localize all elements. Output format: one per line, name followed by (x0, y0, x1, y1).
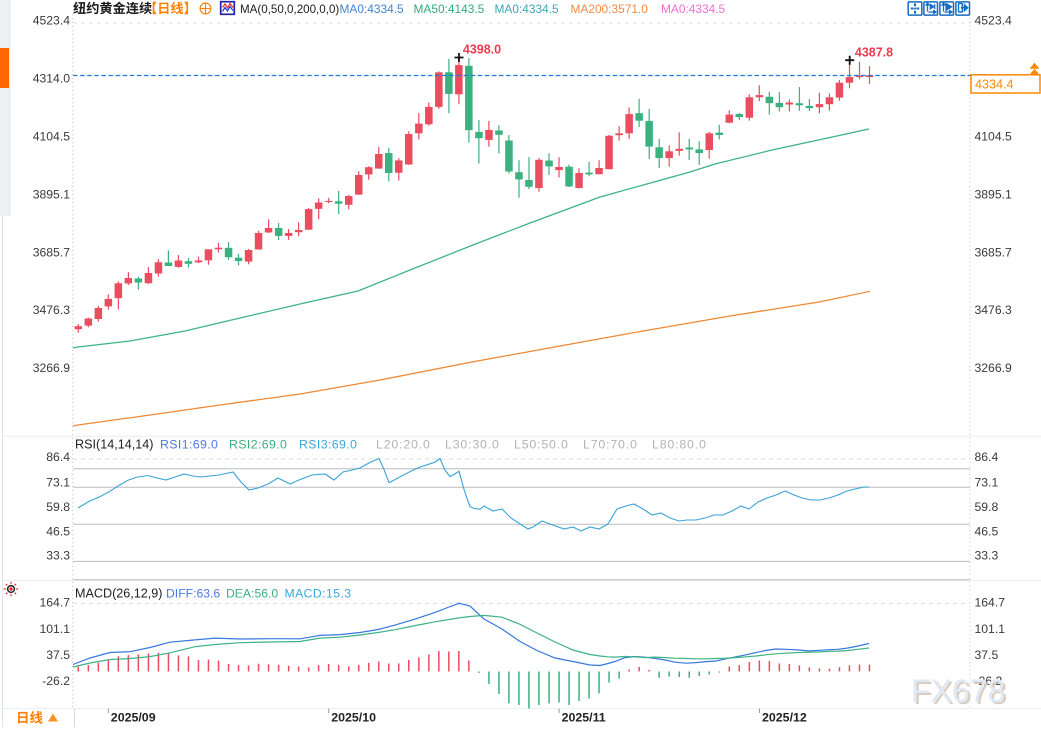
svg-text:37.5: 37.5 (975, 648, 999, 662)
svg-text:4334.4: 4334.4 (975, 77, 1014, 91)
svg-text:RSI(14,14,14): RSI(14,14,14) (75, 438, 153, 452)
svg-text:2025/12: 2025/12 (762, 711, 807, 725)
svg-text:2025/10: 2025/10 (331, 711, 376, 725)
svg-text:MA200:3571.0: MA200:3571.0 (571, 2, 649, 16)
svg-text:L20:20.0: L20:20.0 (376, 438, 431, 452)
svg-text:L70:70.0: L70:70.0 (583, 438, 638, 452)
svg-text:3266.9: 3266.9 (33, 361, 70, 375)
svg-text:RSI1:69.0: RSI1:69.0 (160, 438, 218, 452)
svg-text:101.1: 101.1 (975, 622, 1006, 636)
svg-text:DIFF:63.6: DIFF:63.6 (166, 587, 220, 601)
svg-text:RSI3:69.0: RSI3:69.0 (299, 438, 357, 452)
svg-text:L80:80.0: L80:80.0 (652, 438, 707, 452)
svg-text:3685.7: 3685.7 (33, 245, 70, 259)
svg-text:33.3: 33.3 (975, 549, 999, 563)
svg-text:MACD(26,12,9): MACD(26,12,9) (75, 587, 163, 601)
svg-text:MA50:4143.5: MA50:4143.5 (414, 2, 485, 16)
svg-text:59.8: 59.8 (46, 500, 70, 514)
svg-text:DEA:56.0: DEA:56.0 (226, 587, 278, 601)
svg-text:46.5: 46.5 (46, 524, 70, 538)
svg-text:L30:30.0: L30:30.0 (445, 438, 500, 452)
svg-text:59.8: 59.8 (975, 500, 999, 514)
svg-text:RSI2:69.0: RSI2:69.0 (229, 438, 287, 452)
svg-text:FX678: FX678 (913, 675, 1007, 711)
svg-text:2025/09: 2025/09 (111, 711, 156, 725)
svg-text:164.7: 164.7 (975, 595, 1006, 609)
svg-text:4398.0: 4398.0 (463, 43, 501, 57)
svg-text:MA0:4334.5: MA0:4334.5 (340, 2, 405, 16)
svg-text:33.3: 33.3 (46, 549, 70, 563)
svg-text:4104.5: 4104.5 (33, 130, 70, 144)
svg-text:MA0:4334.5: MA0:4334.5 (495, 2, 560, 16)
svg-text:3266.9: 3266.9 (975, 361, 1012, 375)
svg-text:37.5: 37.5 (46, 648, 70, 662)
svg-text:4523.4: 4523.4 (975, 14, 1012, 28)
svg-text:3476.3: 3476.3 (33, 303, 70, 317)
svg-text:3895.1: 3895.1 (975, 187, 1012, 201)
svg-text:3476.3: 3476.3 (975, 303, 1012, 317)
svg-text:4387.8: 4387.8 (855, 46, 893, 60)
svg-text:73.1: 73.1 (46, 475, 70, 489)
svg-text:MACD:15.3: MACD:15.3 (285, 587, 352, 601)
svg-text:86.4: 86.4 (975, 450, 999, 464)
svg-text:MA(0,50,0,200,0,0): MA(0,50,0,200,0,0) (240, 3, 339, 16)
svg-text:46.5: 46.5 (975, 524, 999, 538)
svg-text:2025/11: 2025/11 (562, 711, 606, 725)
svg-text:164.7: 164.7 (40, 595, 71, 609)
svg-text:101.1: 101.1 (40, 622, 71, 636)
svg-text:-26.2: -26.2 (975, 674, 1003, 688)
svg-text:L50:50.0: L50:50.0 (514, 438, 569, 452)
svg-text:FX678: FX678 (911, 673, 1005, 709)
svg-text:4104.5: 4104.5 (975, 130, 1012, 144)
svg-text:3895.1: 3895.1 (33, 187, 70, 201)
svg-text:4314.0: 4314.0 (33, 72, 70, 86)
svg-text:-26.2: -26.2 (42, 674, 70, 688)
svg-text:73.1: 73.1 (975, 475, 999, 489)
svg-text:4523.4: 4523.4 (33, 14, 70, 28)
svg-text:86.4: 86.4 (46, 450, 70, 464)
svg-text:3685.7: 3685.7 (975, 245, 1012, 259)
svg-text:MA0:4334.5: MA0:4334.5 (661, 2, 726, 16)
